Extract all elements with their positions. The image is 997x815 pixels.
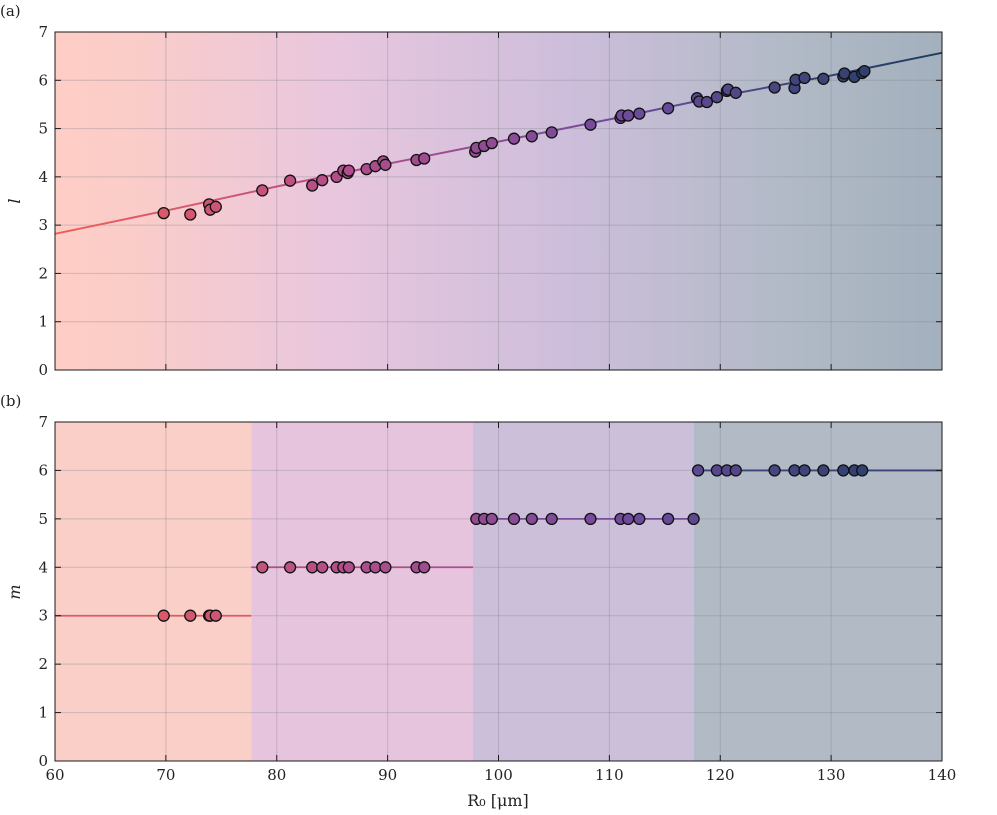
data-point bbox=[418, 152, 431, 165]
data-point bbox=[209, 200, 222, 213]
data-point bbox=[525, 512, 538, 526]
panel-b-y-axis-label: m bbox=[5, 584, 24, 599]
y-tick-label: 1 bbox=[38, 704, 48, 722]
data-point bbox=[661, 102, 675, 115]
data-point bbox=[858, 64, 871, 78]
data-point bbox=[256, 184, 269, 197]
data-point bbox=[584, 512, 597, 526]
band-3 bbox=[472, 422, 694, 761]
data-point bbox=[157, 206, 170, 220]
y-tick-label: 7 bbox=[38, 413, 48, 431]
data-point bbox=[710, 91, 724, 104]
y-tick-label: 2 bbox=[38, 655, 48, 673]
data-point bbox=[256, 561, 269, 574]
data-point bbox=[798, 71, 811, 85]
data-point bbox=[768, 81, 781, 94]
band-2 bbox=[251, 422, 473, 761]
data-point bbox=[622, 512, 635, 526]
y-tick-label: 1 bbox=[38, 313, 48, 331]
data-point bbox=[710, 464, 724, 477]
y-tick-label: 3 bbox=[38, 216, 48, 234]
data-point bbox=[418, 561, 431, 574]
data-point bbox=[729, 464, 742, 477]
data-point bbox=[661, 512, 675, 526]
panel-a-label: (a) bbox=[0, 2, 21, 20]
panel-a: (a) 0 1 2 3 4 5 6 7 l bbox=[0, 2, 943, 379]
x-tick-label: 70 bbox=[156, 766, 175, 784]
band-4 bbox=[693, 422, 942, 761]
x-tick-label: 60 bbox=[45, 766, 64, 784]
y-tick-label: 7 bbox=[38, 23, 48, 41]
data-point bbox=[507, 132, 521, 145]
data-point bbox=[700, 95, 714, 109]
y-tick-label: 4 bbox=[38, 558, 48, 576]
x-tick-label: 80 bbox=[267, 766, 286, 784]
data-point bbox=[507, 512, 521, 526]
data-point bbox=[817, 72, 830, 85]
x-tick-label: 140 bbox=[928, 766, 957, 784]
x-tick-label: 100 bbox=[484, 766, 513, 784]
data-point bbox=[545, 512, 558, 526]
data-point bbox=[837, 464, 850, 477]
data-point bbox=[306, 179, 319, 192]
panel-a-ticks bbox=[54, 31, 943, 371]
panel-b-bands bbox=[55, 422, 942, 761]
panel-b-ticks bbox=[54, 421, 943, 762]
panel-a-grid bbox=[55, 32, 942, 370]
data-point bbox=[788, 464, 801, 477]
y-tick-label: 5 bbox=[38, 510, 48, 528]
x-tick-label: 110 bbox=[595, 766, 624, 784]
data-point bbox=[856, 464, 869, 477]
data-point bbox=[687, 512, 700, 526]
data-point bbox=[379, 158, 392, 171]
data-point bbox=[633, 512, 646, 526]
data-point bbox=[184, 609, 197, 622]
panel-b: (b) 0 1 2 3 4 5 6 7 60 70 80 90 100 110 120 130 140 m R… bbox=[0, 392, 956, 810]
y-tick-label: 0 bbox=[38, 752, 48, 770]
y-tick-label: 4 bbox=[38, 168, 48, 186]
data-point bbox=[184, 208, 197, 221]
data-point bbox=[283, 561, 297, 574]
data-point bbox=[283, 174, 297, 187]
y-tick-label: 5 bbox=[38, 120, 48, 138]
y-tick-label: 0 bbox=[38, 361, 48, 379]
x-tick-label: 130 bbox=[817, 766, 846, 784]
panel-b-x-tick-labels: 60 70 80 90 100 110 120 130 140 bbox=[45, 766, 956, 784]
data-point bbox=[485, 512, 498, 526]
data-point bbox=[838, 67, 851, 80]
y-tick-label: 3 bbox=[38, 607, 48, 625]
x-axis-label: R₀ [μm] bbox=[467, 791, 529, 810]
data-point bbox=[622, 109, 635, 122]
data-point bbox=[768, 464, 781, 477]
data-point bbox=[729, 86, 742, 99]
band-1 bbox=[55, 422, 252, 761]
data-point bbox=[209, 609, 222, 622]
y-tick-label: 2 bbox=[38, 264, 48, 282]
data-point bbox=[485, 136, 498, 150]
panel-b-label: (b) bbox=[0, 392, 21, 410]
data-point bbox=[316, 561, 329, 574]
data-point bbox=[379, 561, 392, 574]
y-tick-label: 6 bbox=[38, 71, 48, 89]
data-point bbox=[798, 464, 811, 477]
data-point bbox=[817, 464, 830, 477]
data-point bbox=[316, 174, 329, 187]
panel-b-points bbox=[157, 464, 869, 622]
data-point bbox=[545, 126, 558, 139]
x-tick-label: 120 bbox=[706, 766, 735, 784]
data-point bbox=[157, 609, 170, 622]
panel-a-y-axis-label: l bbox=[5, 198, 24, 203]
panel-b-y-tick-labels: 0 1 2 3 4 5 6 7 bbox=[38, 413, 48, 770]
data-point bbox=[633, 107, 646, 120]
data-point bbox=[584, 118, 597, 131]
data-point bbox=[342, 561, 355, 574]
y-tick-label: 6 bbox=[38, 461, 48, 479]
x-tick-label: 90 bbox=[378, 766, 397, 784]
data-point bbox=[691, 464, 705, 477]
data-point bbox=[342, 164, 355, 177]
data-point bbox=[525, 130, 538, 143]
panel-a-points bbox=[157, 64, 871, 221]
panel-a-y-tick-labels: 0 1 2 3 4 5 6 7 bbox=[38, 23, 48, 379]
